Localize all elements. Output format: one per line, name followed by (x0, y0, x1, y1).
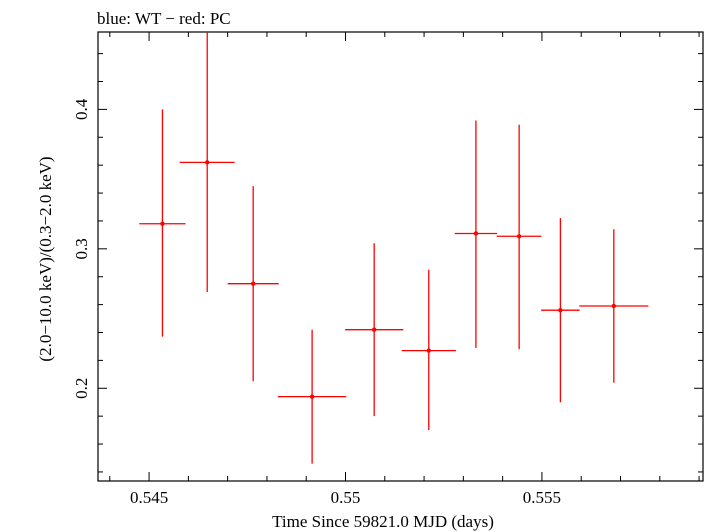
point-marker (371, 327, 377, 332)
point-marker (426, 348, 431, 353)
axis-ticks (98, 32, 703, 481)
data-point (227, 186, 279, 382)
data-point (179, 32, 235, 293)
point-marker (160, 221, 165, 226)
point-marker (473, 231, 479, 236)
y-tick-label: 0.3 (72, 238, 91, 259)
point-marker (205, 160, 210, 165)
y-tick-label: 0.2 (72, 378, 91, 399)
point-marker (250, 281, 256, 286)
data-point (401, 269, 456, 431)
data-point (454, 120, 498, 348)
plot-frame-border (97, 31, 704, 482)
y-tick-label: 0.4 (72, 98, 91, 120)
point-marker (558, 307, 563, 313)
data-points (139, 32, 649, 464)
x-tick-label: 0.555 (523, 488, 561, 507)
data-point (139, 109, 186, 337)
data-point (579, 229, 649, 383)
data-point (541, 218, 580, 403)
point-marker (516, 234, 522, 239)
tick-labels: 0.545 0.55 0.555 0.2 0.3 0.4 (72, 98, 561, 507)
plot-frame (97, 31, 704, 482)
x-tick-label: 0.545 (130, 488, 168, 507)
x-tick-label: 0.55 (331, 488, 361, 507)
data-point (496, 124, 542, 350)
point-marker (309, 394, 315, 399)
chart-title: blue: WT − red: PC (97, 9, 231, 28)
data-point (345, 243, 404, 417)
point-marker (611, 303, 617, 309)
data-point (277, 329, 347, 464)
y-axis-label: (2.0−10.0 keV)/(0.3−2.0 keV) (36, 156, 55, 361)
x-axis-label: Time Since 59821.0 MJD (days) (272, 512, 494, 531)
